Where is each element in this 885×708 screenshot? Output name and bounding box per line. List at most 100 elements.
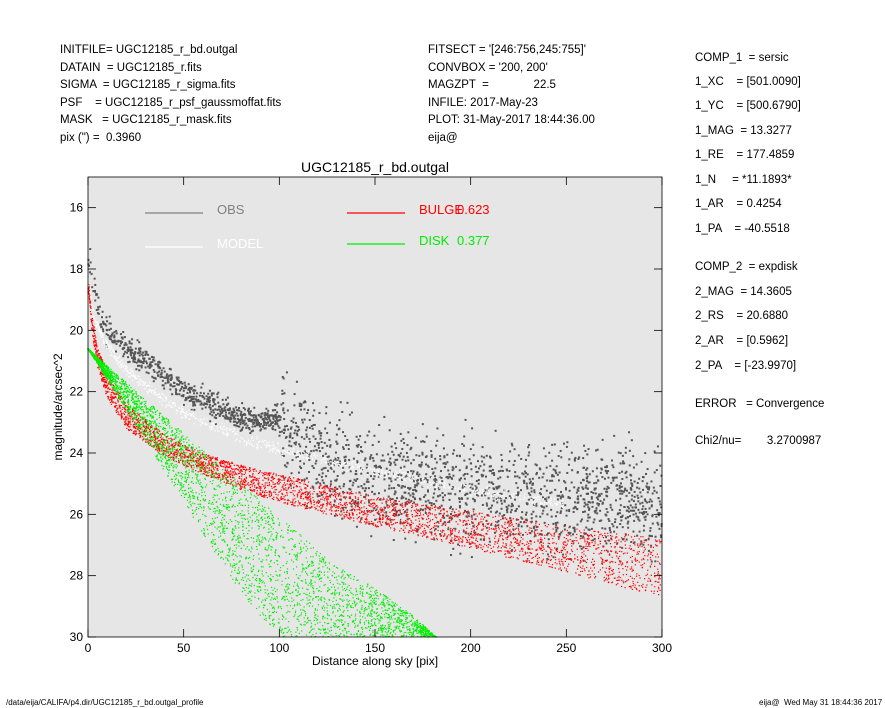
- bulge-point: [240, 480, 242, 482]
- bulge-point: [293, 486, 295, 488]
- obs-point: [233, 424, 236, 427]
- obs-point: [233, 417, 236, 420]
- bulge-point: [190, 447, 192, 449]
- obs-point: [371, 457, 374, 460]
- bulge-point: [591, 570, 593, 572]
- obs-point: [449, 475, 452, 478]
- bulge-point: [307, 497, 309, 500]
- bulge-point: [224, 472, 227, 474]
- bulge-point: [388, 522, 390, 524]
- bulge-point: [471, 518, 473, 521]
- obs-point: [603, 477, 606, 480]
- bulge-point: [255, 477, 257, 480]
- obs-point: [150, 364, 153, 367]
- obs-point: [290, 419, 293, 422]
- bulge-point: [641, 566, 643, 568]
- bulge-point: [510, 556, 512, 558]
- bulge-point: [176, 453, 179, 455]
- bulge-point: [326, 497, 328, 499]
- obs-point: [526, 502, 529, 505]
- bulge-point: [441, 540, 443, 542]
- bulge-point: [344, 504, 347, 506]
- bulge-point: [622, 553, 625, 555]
- bulge-point: [616, 542, 618, 544]
- obs-point: [329, 494, 332, 497]
- obs-point: [138, 349, 141, 352]
- bulge-point: [118, 407, 120, 409]
- bulge-point: [588, 577, 590, 579]
- bulge-point: [128, 429, 130, 431]
- obs-point: [383, 415, 386, 418]
- obs-point: [631, 483, 634, 486]
- obs-point: [257, 421, 260, 424]
- obs-point: [449, 505, 452, 508]
- obs-point: [510, 502, 513, 505]
- bulge-point: [211, 462, 214, 464]
- bulge-point: [128, 415, 130, 417]
- bulge-point: [634, 535, 636, 537]
- bulge-point: [427, 526, 429, 528]
- obs-point: [224, 409, 227, 412]
- obs-point: [582, 511, 585, 514]
- bulge-point: [112, 401, 114, 403]
- bulge-point: [455, 536, 458, 538]
- obs-point: [451, 466, 454, 469]
- bulge-point: [531, 548, 533, 550]
- obs-point: [113, 339, 116, 342]
- obs-point: [520, 516, 523, 519]
- obs-point: [465, 523, 468, 526]
- bulge-point: [587, 538, 589, 540]
- bulge-point: [240, 469, 243, 471]
- bulge-point: [576, 528, 578, 530]
- bulge-point: [224, 469, 226, 471]
- bulge-point: [548, 555, 550, 558]
- bulge-point: [527, 557, 529, 560]
- bulge-point: [431, 534, 433, 536]
- bulge-point: [455, 508, 457, 510]
- bulge-point: [561, 558, 563, 561]
- obs-point: [121, 337, 124, 340]
- obs-point: [595, 467, 598, 470]
- obs-point: [299, 452, 302, 455]
- obs-point: [421, 451, 424, 454]
- bulge-point: [226, 472, 228, 474]
- obs-point: [162, 384, 165, 387]
- bulge-point: [451, 515, 453, 517]
- obs-point: [636, 494, 639, 497]
- obs-point: [208, 397, 211, 400]
- bulge-point: [149, 434, 151, 436]
- obs-point: [454, 493, 457, 496]
- bulge-point: [95, 354, 97, 356]
- bulge-point: [320, 498, 322, 500]
- obs-point: [207, 392, 210, 395]
- obs-point: [624, 451, 627, 454]
- bulge-point: [509, 547, 511, 549]
- bulge-point: [135, 430, 137, 432]
- bulge-point: [212, 468, 215, 470]
- bulge-point: [378, 499, 380, 501]
- bulge-point: [398, 500, 400, 503]
- obs-point: [637, 500, 640, 503]
- obs-point: [535, 515, 538, 518]
- bulge-point: [454, 537, 456, 539]
- obs-point: [163, 387, 166, 390]
- bulge-point: [468, 534, 470, 537]
- bulge-point: [96, 349, 98, 351]
- bulge-point: [148, 439, 150, 442]
- obs-point: [576, 488, 579, 491]
- bulge-point: [299, 486, 301, 488]
- bulge-point: [208, 461, 210, 463]
- obs-point: [190, 397, 193, 400]
- bulge-point: [563, 541, 565, 543]
- bulge-point: [516, 557, 518, 559]
- bulge-point: [230, 467, 233, 469]
- bulge-point: [618, 579, 620, 581]
- obs-point: [412, 476, 415, 479]
- bulge-point: [334, 495, 336, 497]
- bulge-point: [482, 525, 485, 527]
- obs-point: [481, 503, 484, 506]
- obs-point: [398, 484, 401, 487]
- obs-point: [144, 350, 147, 353]
- bulge-point: [433, 525, 436, 527]
- bulge-point: [266, 474, 268, 476]
